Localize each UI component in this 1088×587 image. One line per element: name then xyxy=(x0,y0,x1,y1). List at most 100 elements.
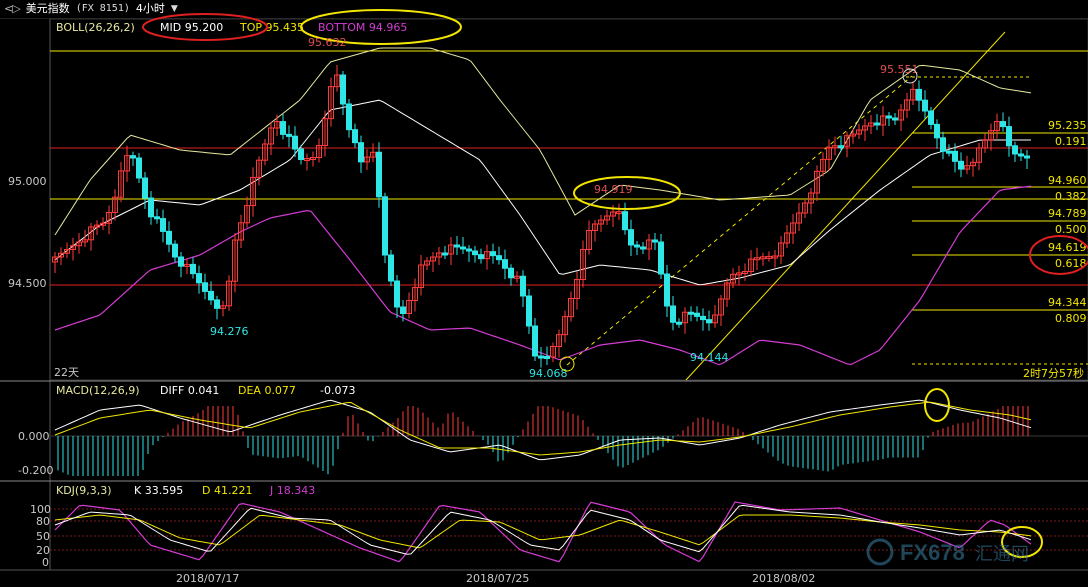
candle xyxy=(892,113,898,125)
candle xyxy=(382,192,388,263)
x-date-2: 2018/08/02 xyxy=(752,572,815,585)
candle xyxy=(898,104,904,131)
candle xyxy=(598,215,604,232)
candle xyxy=(406,292,412,319)
fib-ratio-1: 0.382 xyxy=(1055,190,1087,203)
candle xyxy=(154,208,160,224)
candle xyxy=(430,252,436,272)
svg-text:0: 0 xyxy=(42,556,49,569)
candle xyxy=(394,275,400,318)
candle xyxy=(658,234,664,279)
candle xyxy=(844,131,850,158)
candle xyxy=(280,113,286,140)
trend-line-solid xyxy=(685,31,1006,381)
candle xyxy=(256,156,262,186)
candle xyxy=(148,191,154,225)
candle xyxy=(112,189,118,221)
candle xyxy=(616,203,622,220)
candle xyxy=(652,233,658,250)
candle xyxy=(1006,116,1012,157)
svg-text:20: 20 xyxy=(36,544,50,557)
watermark-text: FX678 xyxy=(900,540,965,565)
boll-indicator-name[interactable]: BOLL(26,26,2) xyxy=(56,21,135,34)
candle xyxy=(178,252,184,278)
candle xyxy=(532,318,538,361)
candle xyxy=(442,246,448,259)
fib-price-4: 94.344 xyxy=(1048,296,1087,309)
candle xyxy=(520,270,526,307)
boll-top-label: TOP 95.435 xyxy=(239,21,304,34)
candle xyxy=(622,202,628,235)
days-label: 22天 xyxy=(54,366,79,379)
fib-ratio-3: 0.618 xyxy=(1055,257,1087,270)
candle xyxy=(814,165,820,201)
candle xyxy=(778,236,784,264)
candle xyxy=(448,237,454,265)
highlight-ellipse-mid xyxy=(142,13,268,41)
candle xyxy=(70,237,76,261)
kdj-y-ticks: 100 80 50 20 0 xyxy=(30,503,51,569)
candle xyxy=(364,149,370,170)
candle xyxy=(334,65,340,92)
candle xyxy=(58,247,64,265)
annotation-mid-high: 94.919 xyxy=(594,183,633,196)
candle xyxy=(502,249,508,280)
highlight-ellipse-kdj xyxy=(1001,526,1043,558)
candle xyxy=(880,106,886,136)
candle xyxy=(436,247,442,265)
candle xyxy=(604,210,610,225)
candle xyxy=(886,112,892,126)
candle xyxy=(496,246,502,265)
candle xyxy=(562,310,568,343)
candle xyxy=(574,271,580,310)
chevron-down-icon[interactable]: ▼ xyxy=(170,4,178,14)
candle xyxy=(268,122,274,155)
watermark-logo-icon xyxy=(866,538,894,566)
candle xyxy=(202,273,208,300)
candle xyxy=(130,151,136,166)
svg-text:100: 100 xyxy=(30,503,51,516)
macd-indicator-name[interactable]: MACD(12,26,9) xyxy=(56,384,140,397)
candle xyxy=(64,242,70,259)
candle xyxy=(544,346,550,365)
candle xyxy=(340,71,346,115)
back-forward-icon[interactable]: <▷ xyxy=(4,2,21,15)
candle xyxy=(100,217,106,231)
annotation-high: 95.632 xyxy=(308,36,347,49)
boll-middle-band xyxy=(54,99,1031,286)
boll-upper-band xyxy=(54,47,1032,236)
boll-lower-band xyxy=(54,185,1032,366)
candle xyxy=(304,153,310,171)
candle xyxy=(1012,141,1018,162)
candle xyxy=(184,258,190,275)
fib-labels: 95.235 0.191 94.960 0.382 94.789 0.500 9… xyxy=(1048,119,1087,325)
annotation-low-2: 94.068 xyxy=(529,367,568,380)
candle xyxy=(106,205,112,235)
candle xyxy=(460,237,466,254)
candle xyxy=(160,209,166,243)
candle xyxy=(346,99,352,138)
period-selector[interactable]: 4小时 xyxy=(135,2,165,15)
candle xyxy=(724,278,730,307)
candle xyxy=(400,300,406,322)
candle xyxy=(928,107,934,130)
candle xyxy=(190,257,196,279)
candle xyxy=(220,300,226,317)
candle xyxy=(988,123,994,151)
kdj-indicator-name[interactable]: KDJ(9,3,3) xyxy=(56,484,112,497)
candle xyxy=(412,278,418,312)
instrument-name[interactable]: 美元指数 xyxy=(25,2,70,15)
candle xyxy=(484,244,490,270)
marker-circle-high xyxy=(902,68,918,84)
macd-diff-line xyxy=(54,399,1032,461)
y-tick-94500: 94.500 xyxy=(8,277,47,290)
candle xyxy=(466,245,472,262)
candle xyxy=(922,90,928,119)
candle xyxy=(250,167,256,217)
candle xyxy=(142,172,148,209)
candle xyxy=(832,136,838,156)
x-date-1: 2018/07/25 xyxy=(466,572,529,585)
candle xyxy=(226,275,232,311)
fib-ratio-4: 0.809 xyxy=(1055,312,1087,325)
